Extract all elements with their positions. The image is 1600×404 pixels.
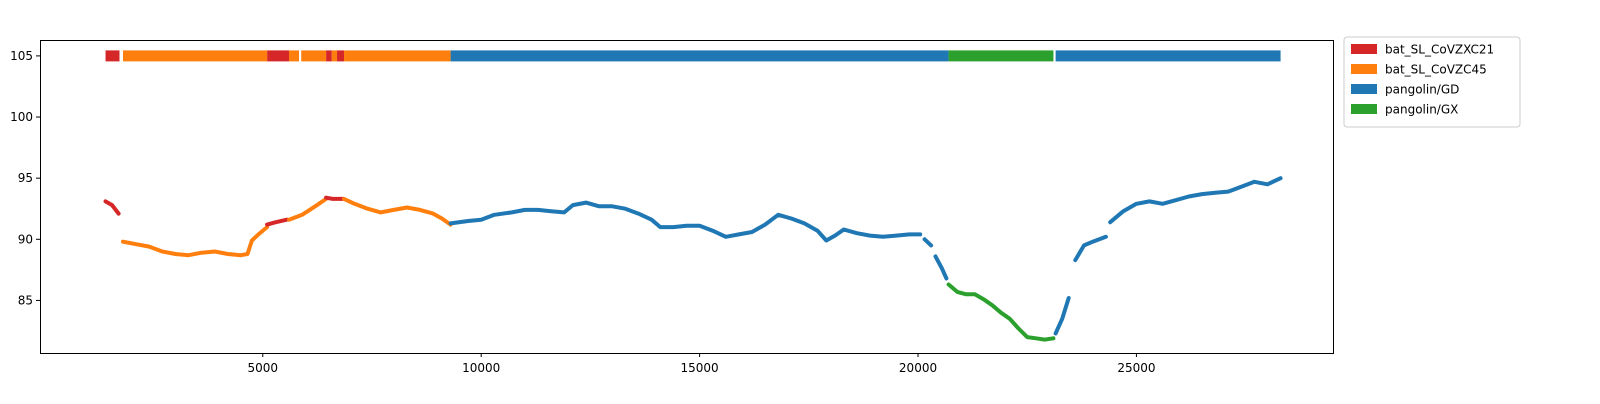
series-segment-2	[265, 217, 289, 227]
legend: bat_SL_CoVZXC21 bat_SL_CoVZC45 pangolin/GD…	[1343, 36, 1521, 128]
strip-segment-5	[326, 50, 332, 62]
x-tick-label-3: 20000	[899, 361, 937, 375]
series-segment-5	[342, 196, 453, 227]
legend-swatch-2	[1351, 84, 1377, 94]
strip-segment-3	[288, 50, 300, 62]
legend-swatch-0	[1351, 44, 1377, 54]
strip-segment-4	[301, 50, 327, 62]
strip-segment-0	[105, 50, 120, 62]
legend-label-1: bat_SL_CoVZC45	[1385, 63, 1487, 77]
legend-swatch-3	[1351, 104, 1377, 114]
y-tick-label-3: 100	[10, 110, 33, 124]
series-segment-6	[448, 200, 923, 243]
x-tick-label-2: 15000	[681, 361, 719, 375]
x-tick-label-1: 10000	[462, 361, 500, 375]
series-segment-1	[121, 225, 270, 258]
series-segment-4	[324, 195, 346, 201]
data-series	[103, 176, 1283, 342]
legend-label-3: pangolin/GX	[1385, 103, 1458, 117]
top-strip	[105, 50, 1281, 62]
series-segment-3	[287, 196, 329, 222]
legend-label-0: bat_SL_CoVZXC21	[1385, 43, 1494, 57]
plot-frame	[40, 40, 1334, 354]
axes: 5000 10000 15000 20000 25000 85 90 95 100 105	[10, 49, 1155, 375]
strip-segment-6	[331, 50, 338, 62]
strip-segment-7	[337, 50, 345, 62]
series-segment-7	[922, 237, 934, 248]
legend-swatch-1	[1351, 64, 1377, 74]
series-segment-10	[1053, 296, 1071, 336]
series-segment-9	[946, 282, 1056, 342]
x-tick-label-0: 5000	[248, 361, 279, 375]
strip-segment-11	[1055, 50, 1281, 62]
legend-label-2: pangolin/GD	[1385, 83, 1459, 97]
y-tick-label-4: 105	[10, 49, 33, 63]
series-segment-0	[103, 199, 121, 216]
strip-segment-1	[122, 50, 268, 62]
strip-segment-10	[948, 50, 1054, 62]
legend-box	[1343, 36, 1521, 128]
strip-segment-8	[344, 50, 451, 62]
series-segment-12	[1108, 176, 1283, 225]
series-segment-8	[933, 254, 949, 281]
strip-segment-9	[450, 50, 949, 62]
y-tick-label-1: 90	[18, 232, 33, 246]
y-tick-label-2: 95	[18, 171, 33, 185]
y-tick-label-0: 85	[18, 293, 33, 307]
strip-segment-2	[267, 50, 289, 62]
x-tick-label-4: 25000	[1117, 361, 1155, 375]
series-segment-11	[1073, 234, 1108, 263]
